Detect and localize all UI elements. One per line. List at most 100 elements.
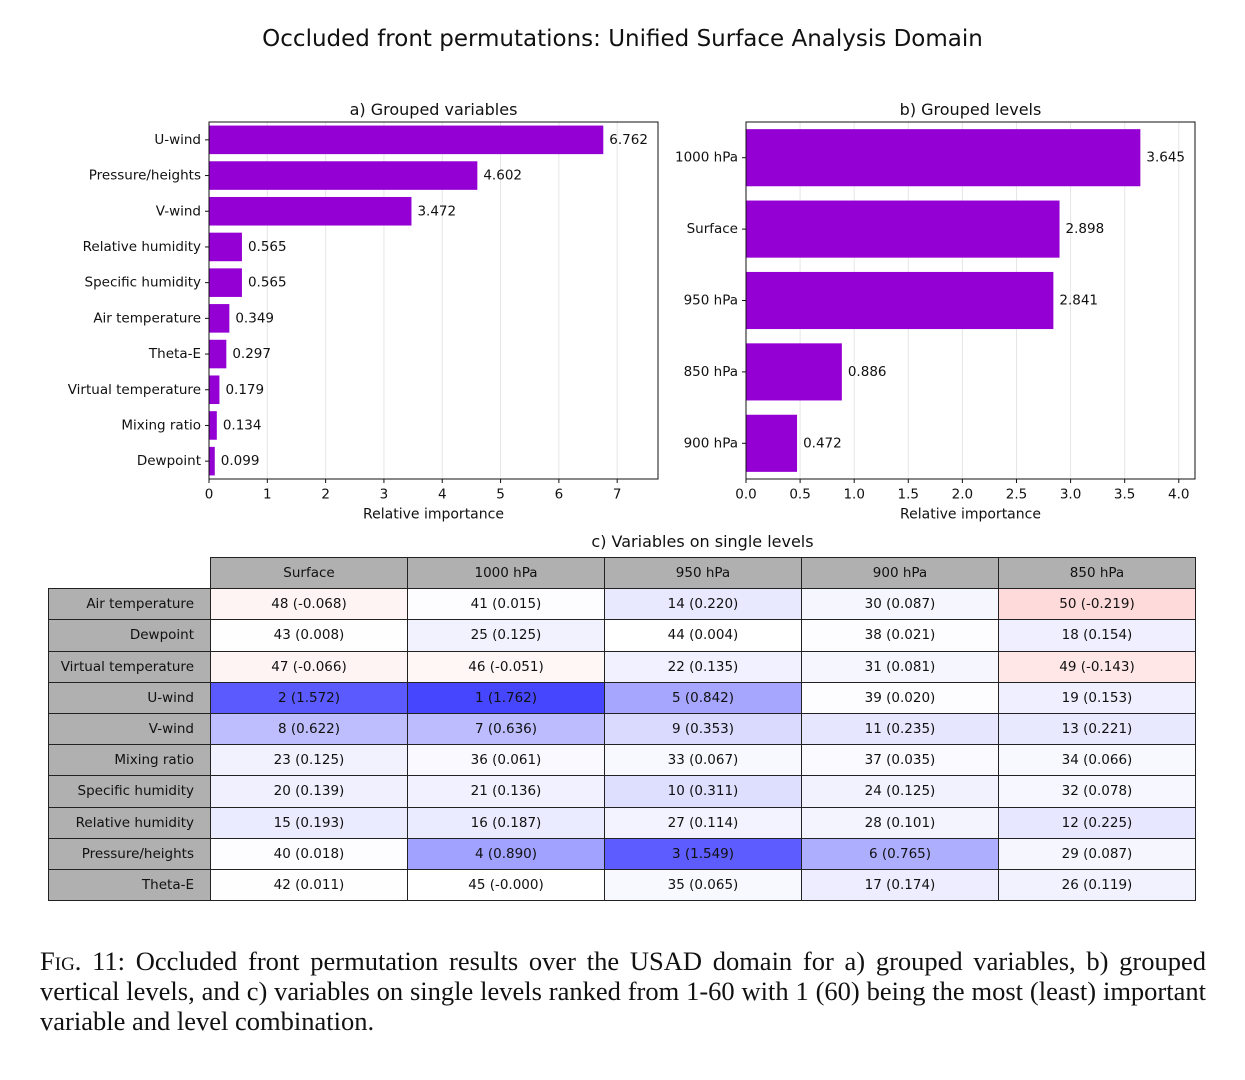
table-cell: 38 (0.021) <box>801 619 999 652</box>
grouped-variables-category-label: Relative humidity <box>83 239 201 255</box>
grouped-variables-data-label: 0.099 <box>221 453 260 469</box>
grouped-levels-data-label: 3.645 <box>1146 150 1185 166</box>
table-cell: 42 (0.011) <box>210 868 408 902</box>
row-header: Specific humidity <box>48 775 211 808</box>
table-cell: 26 (0.119) <box>998 868 1196 902</box>
grouped-levels-bar <box>746 343 842 401</box>
row-header: Relative humidity <box>48 806 211 839</box>
table-row: V-wind 8 (0.622) 7 (0.636) 9 (0.353) 11 (0.2… <box>48 712 1196 746</box>
grouped-levels-xtick-label: 4.0 <box>1168 487 1189 503</box>
table-cell: 23 (0.125) <box>210 744 408 777</box>
grouped-variables-bar <box>209 375 220 405</box>
grouped-variables-category-label: V-wind <box>156 203 201 219</box>
grouped-levels-bar <box>746 414 798 472</box>
grouped-variables-xtick-label: 3 <box>380 487 389 503</box>
table-cell: 7 (0.636) <box>407 712 605 746</box>
table-cell: 6 (0.765) <box>801 837 999 870</box>
row-header: Virtual temperature <box>48 650 211 683</box>
grouped-variables-xtick-label: 5 <box>496 487 505 503</box>
grouped-variables-xtick-label: 1 <box>263 487 272 503</box>
row-header: U-wind <box>48 681 211 714</box>
grouped-variables-bar <box>209 304 230 333</box>
grouped-variables-bar <box>209 232 242 262</box>
table-cell: 33 (0.067) <box>604 744 802 777</box>
table-row: Air temperature 48 (-0.068) 41 (0.015) 14 (… <box>48 588 1196 621</box>
grouped-variables-data-label: 4.602 <box>483 168 522 184</box>
table-row: Virtual temperature 47 (-0.066) 46 (-0.051… <box>48 650 1196 683</box>
grouped-levels-bar <box>746 129 1141 187</box>
table-cell: 25 (0.125) <box>407 619 605 652</box>
grouped-variables-bar-chart: 6.762 U-wind 4.602 Pressure/heights 3.472 V-w… <box>68 100 659 523</box>
figure-caption: Fig. 11: Occluded front permutation resu… <box>40 946 1206 1036</box>
grouped-variables-axes-frame <box>208 121 659 480</box>
grouped-variables-bar <box>209 196 412 226</box>
grouped-variables-data-label: 6.762 <box>609 132 648 148</box>
table-cell: 43 (0.008) <box>210 619 408 652</box>
table-cell: 44 (0.004) <box>604 619 802 652</box>
table-cell: 4 (0.890) <box>407 837 605 870</box>
table-row: Mixing ratio 23 (0.125) 36 (0.061) 33 (0.06… <box>48 744 1196 777</box>
column-header: 900 hPa <box>801 556 999 590</box>
table-row: U-wind 2 (1.572) 1 (1.762) 5 (0.842) 39 (0.0… <box>48 681 1196 714</box>
table-cell: 41 (0.015) <box>407 588 605 621</box>
column-header: 850 hPa <box>998 556 1196 590</box>
table-cell: 19 (0.153) <box>998 681 1196 714</box>
grouped-variables-category-label: Mixing ratio <box>121 417 201 433</box>
grouped-levels-category-label: 850 hPa <box>684 364 738 380</box>
grouped-variables-data-label: 0.179 <box>225 382 264 398</box>
grouped-levels-xtick-label: 2.0 <box>952 487 973 503</box>
grouped-levels-bar-chart: 3.645 1000 hPa 2.898 Surface 2.841 950 hPa 0.8… <box>675 100 1196 523</box>
table-cell: 22 (0.135) <box>604 650 802 683</box>
row-header: Pressure/heights <box>48 837 211 870</box>
row-header: Theta-E <box>48 868 211 902</box>
grouped-variables-bar <box>209 161 478 190</box>
caption-text: Occluded front permutation results over … <box>40 946 1207 1036</box>
table-cell: 28 (0.101) <box>801 806 999 839</box>
grouped-variables-category-label: Theta-E <box>148 346 201 362</box>
table-cell: 16 (0.187) <box>407 806 605 839</box>
table-cell: 40 (0.018) <box>210 837 408 870</box>
grouped-variables-category-label: Dewpoint <box>137 453 201 469</box>
row-header: Dewpoint <box>48 619 211 652</box>
table-cell: 34 (0.066) <box>998 744 1196 777</box>
grouped-variables-bar <box>209 125 604 155</box>
column-header: 1000 hPa <box>407 556 605 590</box>
table-cell: 8 (0.622) <box>210 712 408 746</box>
grouped-variables-xtick-label: 0 <box>205 487 214 503</box>
grouped-variables-category-label: Specific humidity <box>85 275 201 291</box>
grouped-variables-data-label: 0.565 <box>248 239 287 255</box>
table-cell: 11 (0.235) <box>801 712 999 746</box>
table-cell: 21 (0.136) <box>407 775 605 808</box>
table-cell: 18 (0.154) <box>998 619 1196 652</box>
table-cell: 39 (0.020) <box>801 681 999 714</box>
table-cell: 30 (0.087) <box>801 588 999 621</box>
grouped-levels-bar <box>746 271 1054 330</box>
grouped-variables-category-label: U-wind <box>154 132 201 148</box>
row-header: V-wind <box>48 712 211 746</box>
table-cell: 12 (0.225) <box>998 806 1196 839</box>
table-cell: 49 (-0.143) <box>998 650 1196 683</box>
grouped-variables-data-label: 0.349 <box>235 310 274 326</box>
grouped-levels-xtick-label: 2.5 <box>1006 487 1027 503</box>
grouped-levels-xtick-label: 0.0 <box>735 487 756 503</box>
table-cell: 2 (1.572) <box>210 681 408 714</box>
table-cell: 29 (0.087) <box>998 837 1196 870</box>
table-cell: 47 (-0.066) <box>210 650 408 683</box>
grouped-variables-category-label: Pressure/heights <box>89 168 201 184</box>
table-cell: 32 (0.078) <box>998 775 1196 808</box>
table-cell: 27 (0.114) <box>604 806 802 839</box>
single-levels-table-title: c) Variables on single levels <box>591 532 814 551</box>
grouped-variables-bar <box>209 339 227 369</box>
table-row: Theta-E 42 (0.011) 45 (-0.000) 35 (0.065) 17… <box>48 868 1196 902</box>
grouped-levels-title: b) Grouped levels <box>900 100 1042 119</box>
table-cell: 45 (-0.000) <box>407 868 605 902</box>
grouped-levels-category-label: 1000 hPa <box>675 150 738 166</box>
grouped-variables-xtick-label: 7 <box>613 487 622 503</box>
table-cell: 31 (0.081) <box>801 650 999 683</box>
grouped-levels-category-label: 900 hPa <box>684 435 738 451</box>
table-cell: 17 (0.174) <box>801 868 999 902</box>
grouped-levels-data-label: 0.886 <box>848 364 887 380</box>
row-header: Air temperature <box>48 588 211 621</box>
table-cell: 50 (-0.219) <box>998 588 1196 621</box>
table-cell: 10 (0.311) <box>604 775 802 808</box>
